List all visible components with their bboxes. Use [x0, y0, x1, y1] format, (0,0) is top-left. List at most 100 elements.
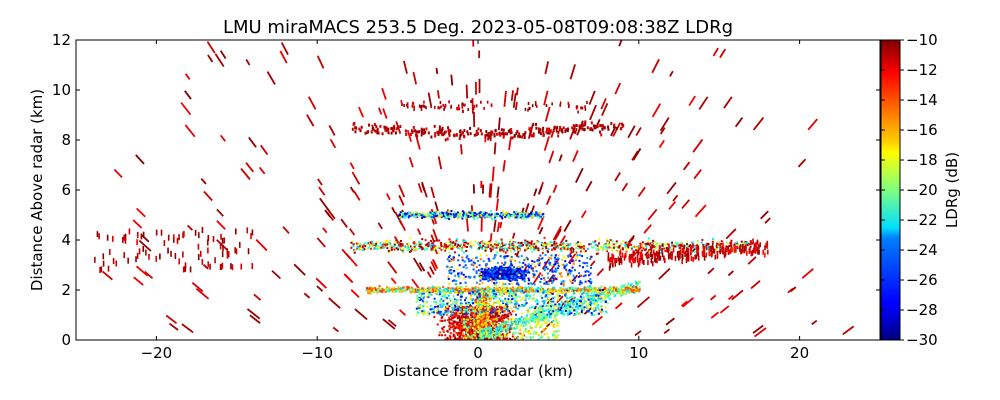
ldr-pixel: [527, 319, 530, 322]
ldr-pixel: [476, 327, 479, 330]
ldr-pixel: [425, 127, 428, 131]
ldr-pixel: [405, 103, 408, 107]
ldr-pixel: [516, 290, 519, 293]
ldr-pixel: [442, 330, 445, 333]
ldr-pixel: [557, 295, 560, 298]
ldr-pixel: [487, 317, 490, 320]
ldr-pixel: [469, 321, 472, 324]
ldr-pixel: [471, 332, 474, 335]
ldr-pixel: [548, 291, 551, 294]
ldr-pixel: [627, 125, 636, 139]
ldr-pixel: [580, 300, 583, 303]
ldr-pixel: [476, 296, 479, 299]
ldr-pixel: [578, 304, 581, 307]
ldr-pixel: [542, 133, 545, 137]
ldr-pixel: [615, 287, 618, 290]
ldr-pixel: [538, 316, 541, 319]
ldr-pixel: [634, 290, 637, 293]
ldr-pixel: [461, 326, 464, 329]
ldr-pixel: [318, 186, 326, 196]
ldr-pixel: [547, 289, 550, 292]
ldr-pixel: [402, 286, 405, 289]
ldr-pixel: [415, 130, 418, 134]
ldr-pixel: [438, 334, 441, 337]
ldr-pixel: [504, 321, 507, 324]
ldr-pixel: [420, 296, 423, 299]
ldr-pixel: [464, 302, 467, 305]
ldr-pixel: [543, 300, 546, 303]
ldr-pixel: [574, 290, 577, 293]
ldr-pixel: [528, 127, 531, 131]
ldr-pixel: [466, 316, 469, 319]
ldr-pixel: [415, 307, 418, 310]
ldr-pixel: [527, 294, 530, 297]
ldr-pixel: [504, 337, 507, 340]
ldr-pixel: [480, 180, 483, 189]
ldr-pixel: [471, 307, 474, 310]
ldr-pixel: [412, 71, 418, 85]
ldr-pixel: [439, 313, 442, 316]
ldr-pixel: [472, 184, 475, 194]
ldr-pixel: [460, 315, 463, 318]
ldr-pixel: [474, 327, 477, 330]
ldr-pixel: [514, 299, 517, 302]
ldr-pixel: [479, 320, 482, 323]
ldr-pixel: [682, 297, 694, 308]
ldr-pixel: [568, 302, 571, 305]
ldr-pixel: [504, 297, 507, 300]
ldr-pixel: [540, 317, 543, 320]
ldr-pixel: [537, 308, 540, 311]
ldr-pixel: [599, 286, 602, 289]
ldr-pixel: [510, 270, 513, 273]
ldr-pixel: [594, 124, 597, 128]
ldr-pixel: [472, 310, 475, 313]
ldr-pixel: [477, 307, 480, 310]
ldr-pixel: [471, 312, 474, 315]
ldr-pixel: [628, 289, 631, 292]
ldr-pixel: [463, 326, 466, 329]
ldr-pixel: [510, 289, 513, 292]
ldr-pixel: [449, 332, 452, 335]
ldr-pixel: [604, 294, 607, 297]
ldr-pixel: [489, 334, 492, 337]
ldr-pixel: [465, 217, 469, 232]
ldr-pixel: [474, 287, 477, 290]
ldr-pixel: [454, 291, 457, 294]
ldr-pixel: [384, 291, 387, 294]
ldr-pixel: [444, 319, 447, 322]
ldr-pixel: [448, 316, 451, 319]
ldr-pixel: [532, 314, 535, 317]
ldr-pixel: [353, 190, 361, 201]
ldr-pixel: [610, 126, 617, 137]
ldr-pixel: [533, 330, 536, 333]
ldr-pixel: [483, 297, 486, 300]
ldr-pixel: [469, 297, 472, 300]
ldr-pixel: [433, 286, 436, 289]
ldr-pixel: [526, 314, 529, 317]
ldr-pixel: [535, 331, 538, 334]
ldr-pixel: [515, 336, 518, 339]
ldr-pixel: [468, 329, 471, 332]
ldr-pixel: [438, 129, 441, 133]
ldr-pixel: [550, 314, 553, 317]
ldr-pixel: [434, 134, 437, 138]
ldr-pixel: [387, 131, 390, 135]
ldr-pixel: [594, 288, 597, 291]
ldr-pixel: [490, 132, 493, 136]
ldr-pixel: [555, 321, 558, 324]
ldr-pixel: [470, 311, 473, 314]
ldr-pixel: [248, 136, 257, 148]
ldr-pixel: [583, 123, 586, 127]
ldr-pixel: [586, 126, 589, 130]
ldr-pixel: [531, 290, 534, 293]
ldr-pixel: [437, 310, 440, 313]
ldr-pixel: [474, 312, 477, 315]
ldr-pixel: [484, 294, 487, 297]
ldr-pixel: [427, 294, 430, 297]
ldr-pixel: [481, 298, 484, 301]
ldr-pixel: [398, 195, 405, 206]
ldr-pixel: [587, 288, 590, 291]
ldr-pixel: [495, 334, 498, 337]
ldr-pixel: [442, 294, 445, 297]
ldr-pixel: [529, 295, 532, 298]
